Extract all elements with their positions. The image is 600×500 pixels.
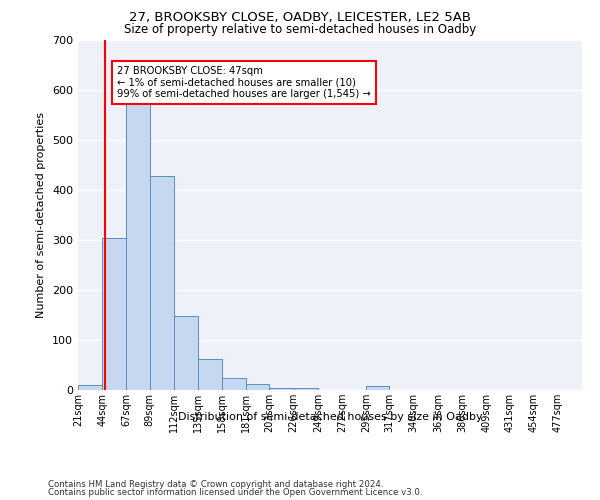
Text: Contains HM Land Registry data © Crown copyright and database right 2024.: Contains HM Land Registry data © Crown c… [48, 480, 383, 489]
Bar [174, 316, 198, 390]
Bar [198, 358, 222, 390]
Bar [78, 385, 102, 390]
Y-axis label: Number of semi-detached properties: Number of semi-detached properties [37, 112, 46, 318]
Bar [269, 388, 293, 390]
Text: 27, BROOKSBY CLOSE, OADBY, LEICESTER, LE2 5AB: 27, BROOKSBY CLOSE, OADBY, LEICESTER, LE… [129, 11, 471, 24]
Text: Size of property relative to semi-detached houses in Oadby: Size of property relative to semi-detach… [124, 22, 476, 36]
Text: 27 BROOKSBY CLOSE: 47sqm
← 1% of semi-detached houses are smaller (10)
99% of se: 27 BROOKSBY CLOSE: 47sqm ← 1% of semi-de… [117, 66, 371, 99]
Text: Contains public sector information licensed under the Open Government Licence v3: Contains public sector information licen… [48, 488, 422, 497]
Bar [149, 176, 174, 390]
Bar [293, 388, 318, 390]
Bar [127, 102, 149, 390]
Bar [367, 386, 389, 390]
Bar [222, 378, 247, 390]
Text: Distribution of semi-detached houses by size in Oadby: Distribution of semi-detached houses by … [178, 412, 482, 422]
Bar [247, 384, 269, 390]
Bar [102, 238, 127, 390]
